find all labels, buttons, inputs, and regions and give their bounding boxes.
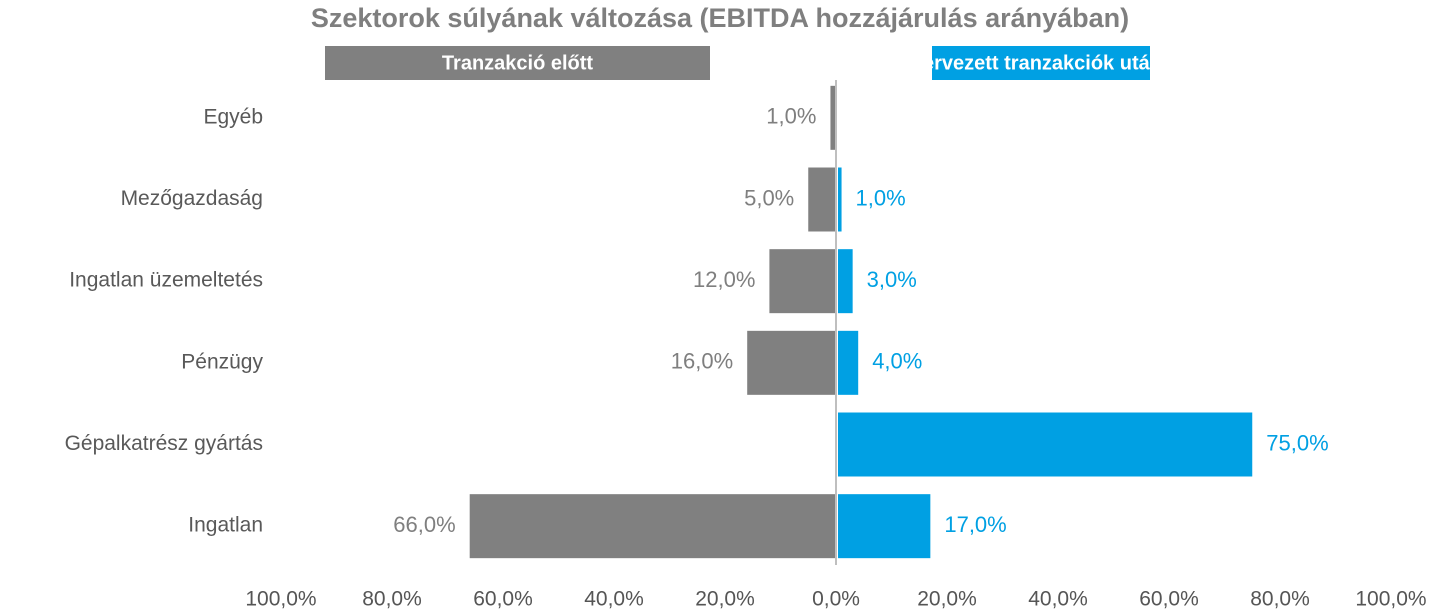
bar <box>838 330 859 395</box>
bar <box>469 494 835 559</box>
chart-title: Szektorok súlyának változása (EBITDA hoz… <box>311 3 1129 33</box>
x-tick-label: 20,0% <box>695 588 755 611</box>
x-tick-label: 40,0% <box>584 588 644 611</box>
x-tick-label: 60,0% <box>473 588 533 611</box>
x-tick-label: 40,0% <box>1028 588 1088 611</box>
value-label: 66,0% <box>393 512 455 537</box>
value-label: 17,0% <box>944 512 1006 537</box>
x-tick-label: 80,0% <box>1250 588 1310 611</box>
category-label: Pénzügy <box>181 350 263 373</box>
x-tick-label: 60,0% <box>1139 588 1199 611</box>
legend-box <box>932 46 1150 80</box>
bar <box>838 412 1253 477</box>
x-tick-label: 20,0% <box>917 588 977 611</box>
value-label: 16,0% <box>671 349 733 374</box>
legend-box <box>325 46 710 80</box>
value-label: 3,0% <box>867 267 917 292</box>
x-tick-label: 100,0% <box>245 588 316 611</box>
value-label: 75,0% <box>1266 430 1328 455</box>
value-label: 1,0% <box>856 185 906 210</box>
bar <box>838 249 853 314</box>
category-label: Ingatlan <box>188 514 263 537</box>
value-label: 4,0% <box>872 349 922 374</box>
value-label: 12,0% <box>693 267 755 292</box>
value-label: 1,0% <box>766 104 816 129</box>
category-label: Egyéb <box>203 105 263 128</box>
bar <box>838 167 842 232</box>
x-tick-label: 0,0% <box>812 588 860 611</box>
bar <box>769 249 835 314</box>
bar <box>838 494 931 559</box>
category-label: Gépalkatrész gyártás <box>65 432 263 455</box>
category-label: Ingatlan üzemeltetés <box>69 269 263 292</box>
category-label: Mezőgazdaság <box>121 187 263 210</box>
value-label: 5,0% <box>744 185 794 210</box>
bar <box>808 167 835 232</box>
legend-label: Tervezett tranzakciók után* <box>912 52 1170 74</box>
legend-label: Tranzakció előtt <box>442 52 593 74</box>
x-tick-label: 100,0% <box>1355 588 1426 611</box>
x-tick-label: 80,0% <box>362 588 422 611</box>
bar <box>747 330 835 395</box>
bar <box>830 85 835 150</box>
